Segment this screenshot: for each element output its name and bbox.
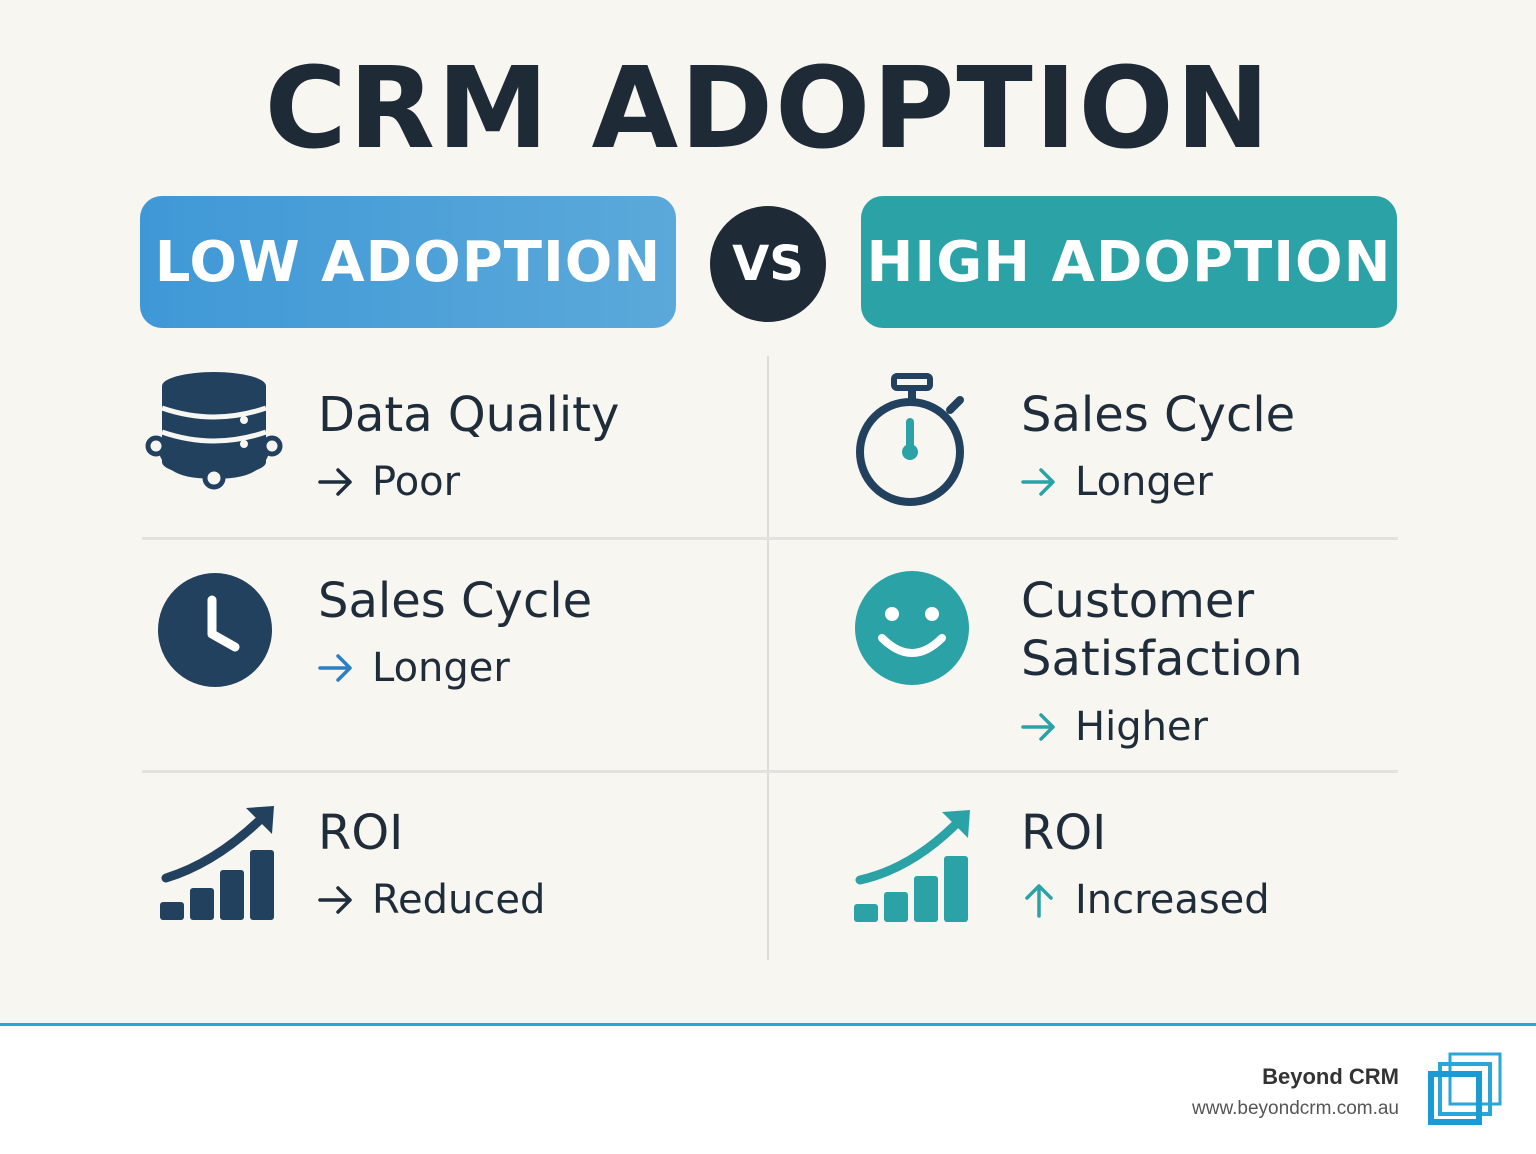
page-title: CRM ADOPTION: [264, 44, 1272, 174]
item-value: Poor: [318, 458, 460, 506]
arrow-right-icon: [318, 654, 352, 682]
arrow-right-icon: [1021, 713, 1055, 741]
item-label: ROI: [318, 805, 404, 861]
column-divider: [767, 356, 769, 960]
smiley-icon: [855, 571, 969, 685]
brand-name: Beyond CRM: [1262, 1064, 1399, 1089]
brand-url: www.beyondcrm.com.au: [1192, 1098, 1399, 1119]
arrow-right-icon: [1021, 468, 1055, 496]
clock-icon: [158, 573, 272, 687]
vs-badge: VS: [710, 206, 826, 322]
arrow-right-icon: [318, 468, 352, 496]
footer-divider: [0, 1023, 1536, 1026]
brand-block: Beyond CRM www.beyondcrm.com.au: [1192, 1064, 1399, 1120]
item-value-text: Increased: [1075, 877, 1270, 923]
item-value-text: Poor: [372, 459, 461, 505]
item-value-text: Reduced: [372, 877, 546, 923]
growth-chart-icon: [160, 806, 274, 920]
brand-logo-icon: [1428, 1052, 1502, 1125]
item-value-text: Longer: [372, 645, 510, 691]
item-label: Data Quality: [318, 387, 620, 443]
high-adoption-banner: HIGH ADOPTION: [861, 196, 1397, 328]
stopwatch-icon: [856, 373, 964, 506]
low-adoption-banner: LOW ADOPTION: [140, 196, 676, 328]
item-value-text: Higher: [1075, 704, 1208, 750]
footer: [0, 1026, 1536, 1154]
item-label: Sales Cycle: [318, 573, 593, 629]
item-label-line2: Satisfaction: [1021, 631, 1303, 687]
database-icon: [145, 372, 283, 490]
item-value: Longer: [1021, 458, 1213, 506]
item-value: Higher: [1021, 703, 1208, 751]
row-divider-1: [142, 537, 1398, 540]
item-label-line1: Customer: [1021, 573, 1255, 629]
arrow-right-icon: [318, 886, 352, 914]
item-label: Sales Cycle: [1021, 387, 1296, 443]
item-value-text: Longer: [1075, 459, 1213, 505]
growth-chart-icon: [854, 810, 970, 922]
item-value: Reduced: [318, 876, 545, 924]
item-value: Increased: [1021, 876, 1270, 924]
item-value: Longer: [318, 644, 510, 692]
arrow-up-icon: [1025, 884, 1053, 918]
row-divider-2: [142, 770, 1398, 773]
item-label: ROI: [1021, 805, 1107, 861]
